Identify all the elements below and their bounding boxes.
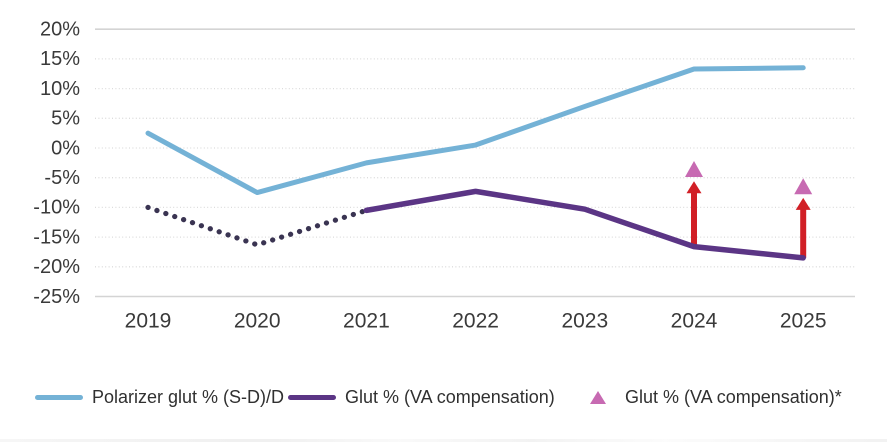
y-axis-tick-label: -5% xyxy=(44,167,80,189)
x-axis-tick-label: 2022 xyxy=(452,310,499,333)
chart-area: 20% 15% 10% 5% 0% -5% -10% -15% -20% -25% 2019 2020… xyxy=(33,18,855,333)
legend-item-polarizer-glut: Polarizer glut % (S-D)/D xyxy=(35,381,284,413)
legend-label: Glut % (VA compensation) xyxy=(345,386,555,407)
legend-item-glut-va: Glut % (VA compensation) xyxy=(288,381,555,413)
x-axis-tick-label: 2020 xyxy=(234,310,281,333)
y-axis-tick-label: -10% xyxy=(33,197,80,219)
series-line-1 xyxy=(145,204,369,248)
y-axis-tick-label: 5% xyxy=(51,108,80,130)
legend-label: Glut % (VA compensation)* xyxy=(625,386,842,407)
y-axis-tick-label: -15% xyxy=(33,226,80,248)
chart-legend: Polarizer glut % (S-D)/D Glut % (VA comp… xyxy=(0,381,887,413)
y-axis-tick-label: 10% xyxy=(40,78,80,100)
x-axis-tick-label: 2025 xyxy=(780,310,827,333)
y-axis-tick-label: -20% xyxy=(33,256,80,278)
series-line-0 xyxy=(145,65,806,196)
x-axis-tick-label: 2019 xyxy=(125,310,172,333)
x-axis-tick-label: 2023 xyxy=(561,310,608,333)
legend-line-swatch-blue xyxy=(35,394,83,400)
legend-label: Polarizer glut % (S-D)/D xyxy=(92,386,285,407)
glut-va-compensated-triangle-marker xyxy=(685,160,703,177)
legend-line-swatch-purple xyxy=(288,394,336,400)
glut-va-compensated-triangle-marker xyxy=(794,178,813,195)
y-axis-tick-label: 15% xyxy=(40,48,80,70)
chart-canvas: 20% 15% 10% 5% 0% -5% -10% -15% -20% -25% 2019 2020… xyxy=(33,18,855,333)
legend-triangle-icon xyxy=(590,390,606,404)
increase-arrow-head xyxy=(795,197,811,210)
y-axis-tick-label: -25% xyxy=(33,286,80,308)
legend-item-glut-va-compensated: Glut % (VA compensation)* xyxy=(584,381,842,413)
increase-arrow-head xyxy=(686,181,702,194)
x-axis-tick-label: 2021 xyxy=(343,310,390,333)
y-axis-tick-label: 0% xyxy=(51,137,80,159)
series-line-2 xyxy=(363,188,806,261)
x-axis-tick-label: 2024 xyxy=(671,310,718,333)
y-axis-tick-label: 20% xyxy=(40,18,80,40)
cropped-text-remnant xyxy=(0,439,887,442)
